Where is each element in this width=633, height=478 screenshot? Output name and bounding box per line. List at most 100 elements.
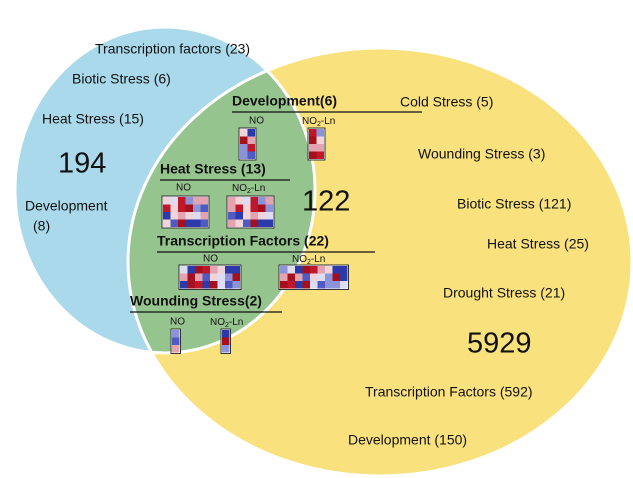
condition-label: NO2-Ln	[302, 116, 335, 129]
heatmap-cell	[332, 266, 340, 274]
heatmap-cell	[163, 212, 171, 220]
heatmap-cell	[222, 345, 230, 353]
heatmap-cell	[317, 273, 325, 281]
heatmap-cell	[172, 337, 180, 345]
condition-label: NO2-Ln	[232, 183, 265, 196]
heatmap-cell	[280, 266, 288, 274]
set-item: Heat Stress (15)	[42, 111, 144, 127]
heatmap-cell	[187, 266, 195, 274]
heatmap-cell	[235, 197, 243, 205]
heatmap-cell	[243, 204, 251, 212]
heatmap-cell	[295, 281, 303, 289]
set-item: Development (150)	[348, 432, 467, 448]
heatmap-cell	[317, 266, 325, 274]
heatmap-cell	[310, 266, 318, 274]
heatmap-cell	[217, 281, 225, 289]
label-part: NO	[292, 254, 307, 265]
heatmap-cell	[222, 337, 230, 345]
heatmap-cell	[170, 212, 178, 220]
label-part: -Ln	[251, 183, 265, 194]
heatmap-cell	[193, 212, 201, 220]
heatmap-cell	[185, 204, 193, 212]
label-part: -Ln	[311, 254, 325, 265]
label-part: NO	[302, 116, 317, 127]
heatmap-cell	[195, 281, 203, 289]
heatmap-cell	[325, 266, 333, 274]
heatmap-cell	[163, 204, 171, 212]
heatmap-cell	[187, 273, 195, 281]
heatmap-cell	[228, 212, 236, 220]
heatmap-cell	[180, 281, 188, 289]
set-item: Transcription Factors (592)	[365, 384, 533, 400]
heatmap-cell	[193, 204, 201, 212]
heatmap-cell	[243, 212, 251, 220]
heatmap-cell	[302, 273, 310, 281]
heatmap-cell	[210, 266, 218, 274]
heatmap-cell	[316, 151, 324, 159]
group-title: Heat Stress (13)	[160, 161, 266, 177]
heatmap-cell	[200, 212, 208, 220]
label-part: -Ln	[229, 317, 243, 328]
set-item: Biotic Stress (6)	[72, 71, 171, 87]
heatmap-cell	[340, 273, 348, 281]
heatmap-cell	[317, 281, 325, 289]
heatmap-cell	[258, 197, 266, 205]
heatmap-cell	[265, 219, 273, 227]
heatmap-cell	[247, 144, 255, 152]
group-title: Transcription Factors (22)	[157, 233, 329, 249]
set-item: Heat Stress (25)	[487, 236, 589, 252]
set-item: Transcription factors (23)	[95, 41, 250, 57]
heatmap-cell	[340, 266, 348, 274]
condition-label: NO2-Ln	[210, 317, 243, 330]
heatmap-cell	[210, 281, 218, 289]
heatmap-cell	[287, 266, 295, 274]
heatmap-cell	[180, 273, 188, 281]
heatmap-cell	[232, 273, 240, 281]
heatmap-cell	[185, 212, 193, 220]
heatmap-cell	[178, 197, 186, 205]
heatmap-cell	[247, 151, 255, 159]
heatmap-cell	[195, 273, 203, 281]
heatmap-cell	[193, 197, 201, 205]
heatmap-cell	[172, 330, 180, 338]
heatmap-cell	[228, 219, 236, 227]
set-item: (8)	[33, 218, 50, 234]
heatmap-cell	[185, 219, 193, 227]
condition-label: NO	[170, 317, 185, 328]
heatmap-cell	[325, 281, 333, 289]
heatmap-cell	[316, 136, 324, 144]
set-item: Cold Stress (5)	[400, 94, 493, 110]
heatmap-cell	[225, 281, 233, 289]
heatmap-cell	[235, 212, 243, 220]
heatmap-cell	[250, 197, 258, 205]
heatmap-cell	[240, 144, 248, 152]
heatmap-cell	[240, 136, 248, 144]
heatmap-cell	[295, 266, 303, 274]
label-part: NO	[210, 317, 225, 328]
heatmap-cell	[202, 273, 210, 281]
heatmap-cell	[195, 266, 203, 274]
set-item: Biotic Stress (121)	[457, 196, 571, 212]
heatmap-cell	[172, 345, 180, 353]
heatmap-cell	[193, 219, 201, 227]
heatmap-cell	[228, 197, 236, 205]
set-count: 122	[302, 186, 350, 218]
heatmap-cell	[247, 129, 255, 137]
heatmap-cell	[309, 136, 317, 144]
heatmap-cell	[309, 129, 317, 137]
condition-label: NO	[249, 116, 264, 127]
condition-label: NO	[176, 183, 191, 194]
heatmap-cell	[302, 281, 310, 289]
heatmap-cell	[310, 273, 318, 281]
heatmap-cell	[178, 219, 186, 227]
heatmap-cell	[265, 204, 273, 212]
heatmap-cell	[225, 273, 233, 281]
heatmap-cell	[202, 266, 210, 274]
heatmap-cell	[280, 281, 288, 289]
label-part: NO	[232, 183, 247, 194]
heatmap-cell	[258, 212, 266, 220]
heatmap-cell	[200, 219, 208, 227]
heatmap-cell	[258, 219, 266, 227]
heatmap-cell	[258, 204, 266, 212]
heatmap-cell	[163, 197, 171, 205]
